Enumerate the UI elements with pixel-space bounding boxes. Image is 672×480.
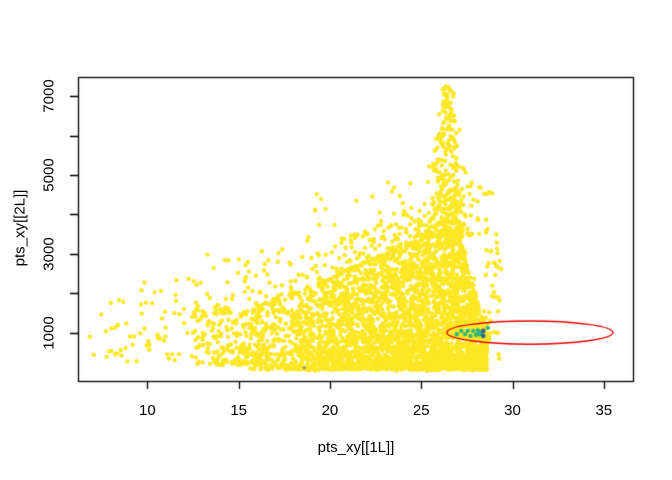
y-tick-label: 5000 (40, 158, 58, 192)
y-tick-label: 7000 (40, 79, 58, 113)
y-tick-label: 3000 (40, 237, 58, 271)
x-tick-label: 20 (321, 402, 339, 419)
x-tick-label: 30 (504, 402, 521, 419)
x-axis-title: pts_xy[[1L]] (317, 439, 395, 456)
y-axis-title: pts_xy[[2L]] (11, 189, 29, 267)
x-tick-label: 25 (412, 402, 430, 419)
y-tick-label: 1000 (40, 315, 58, 350)
x-tick-label: 10 (139, 402, 156, 419)
x-tick-label: 15 (230, 402, 247, 419)
x-tick-label: 35 (595, 402, 613, 419)
